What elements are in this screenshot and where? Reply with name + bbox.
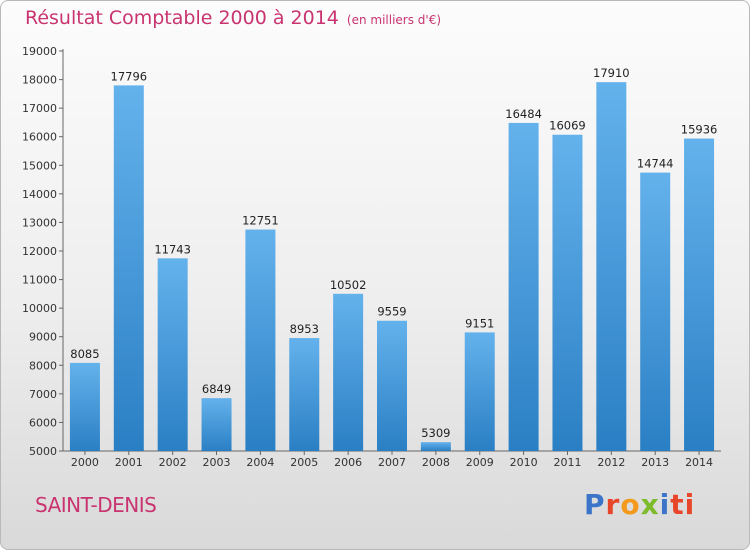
y-tick-label: 19000 xyxy=(22,45,57,58)
y-tick-label: 16000 xyxy=(22,131,57,144)
bar-value-label: 17796 xyxy=(111,69,148,83)
x-tick-label: 2001 xyxy=(115,456,143,469)
x-tick-label: 2011 xyxy=(553,456,581,469)
y-tick-label: 15000 xyxy=(22,159,57,172)
bar xyxy=(333,293,364,451)
bar xyxy=(289,338,320,451)
bar xyxy=(596,82,627,452)
x-tick-label: 2006 xyxy=(334,456,362,469)
bar-value-label: 8953 xyxy=(290,322,319,336)
bar-value-label: 14744 xyxy=(637,157,674,171)
y-tick-label: 10000 xyxy=(22,302,57,315)
bar-value-label: 16484 xyxy=(505,107,542,121)
x-tick-label: 2004 xyxy=(246,456,274,469)
logo-letter: r xyxy=(605,488,621,521)
bar-value-label: 12751 xyxy=(242,214,279,228)
chart-title: Résultat Comptable 2000 à 2014 (en millie… xyxy=(25,7,441,29)
bar-value-label: 5309 xyxy=(421,426,450,440)
chart-unit: (en milliers d'€) xyxy=(346,13,442,27)
bar-value-label: 10502 xyxy=(330,278,367,292)
logo-letter: x xyxy=(640,488,660,521)
x-tick-label: 2002 xyxy=(159,456,187,469)
x-tick-label: 2005 xyxy=(290,456,318,469)
x-tick-label: 2009 xyxy=(466,456,494,469)
y-tick-label: 5000 xyxy=(29,445,57,458)
x-tick-label: 2012 xyxy=(597,456,625,469)
bar xyxy=(420,442,451,451)
bar xyxy=(113,85,144,452)
y-tick-label: 7000 xyxy=(29,388,57,401)
y-tick-label: 9000 xyxy=(29,331,57,344)
x-tick-label: 2010 xyxy=(510,456,538,469)
bar xyxy=(508,122,539,451)
bar xyxy=(464,332,495,451)
x-tick-label: 2014 xyxy=(685,456,713,469)
bar-value-label: 16069 xyxy=(549,119,586,133)
x-tick-label: 2013 xyxy=(641,456,669,469)
y-tick-label: 14000 xyxy=(22,188,57,201)
y-tick-label: 12000 xyxy=(22,245,57,258)
bar xyxy=(640,172,671,451)
y-tick-label: 18000 xyxy=(22,74,57,87)
bar xyxy=(245,229,276,451)
bar-value-label: 17910 xyxy=(593,66,630,80)
y-tick-label: 8000 xyxy=(29,359,57,372)
x-tick-label: 2007 xyxy=(378,456,406,469)
y-tick-label: 6000 xyxy=(29,416,57,429)
bar xyxy=(69,362,100,451)
bar-value-label: 9559 xyxy=(377,305,406,319)
bar xyxy=(684,138,715,452)
y-tick-label: 13000 xyxy=(22,216,57,229)
proxiti-logo: Proxiti xyxy=(584,488,695,521)
bar xyxy=(157,258,188,451)
x-tick-label: 2008 xyxy=(422,456,450,469)
logo-letter: P xyxy=(584,488,606,521)
bar-value-label: 15936 xyxy=(681,123,718,137)
location-label: SAINT-DENIS xyxy=(35,493,157,517)
logo-letter: ti xyxy=(670,488,696,521)
bar-value-label: 11743 xyxy=(154,242,191,256)
chart-title-text: Résultat Comptable 2000 à 2014 xyxy=(25,7,339,29)
bar-value-label: 8085 xyxy=(70,347,99,361)
bar xyxy=(377,320,407,451)
logo-letter: i xyxy=(659,488,671,521)
y-tick-label: 17000 xyxy=(22,102,57,115)
x-tick-label: 2000 xyxy=(71,456,99,469)
bar xyxy=(552,134,583,451)
logo-letter: o xyxy=(620,488,641,521)
y-tick-label: 11000 xyxy=(22,274,57,287)
x-tick-label: 2003 xyxy=(203,456,231,469)
bar-value-label: 9151 xyxy=(465,316,494,330)
bar-value-label: 6849 xyxy=(202,382,231,396)
bar xyxy=(201,398,232,451)
